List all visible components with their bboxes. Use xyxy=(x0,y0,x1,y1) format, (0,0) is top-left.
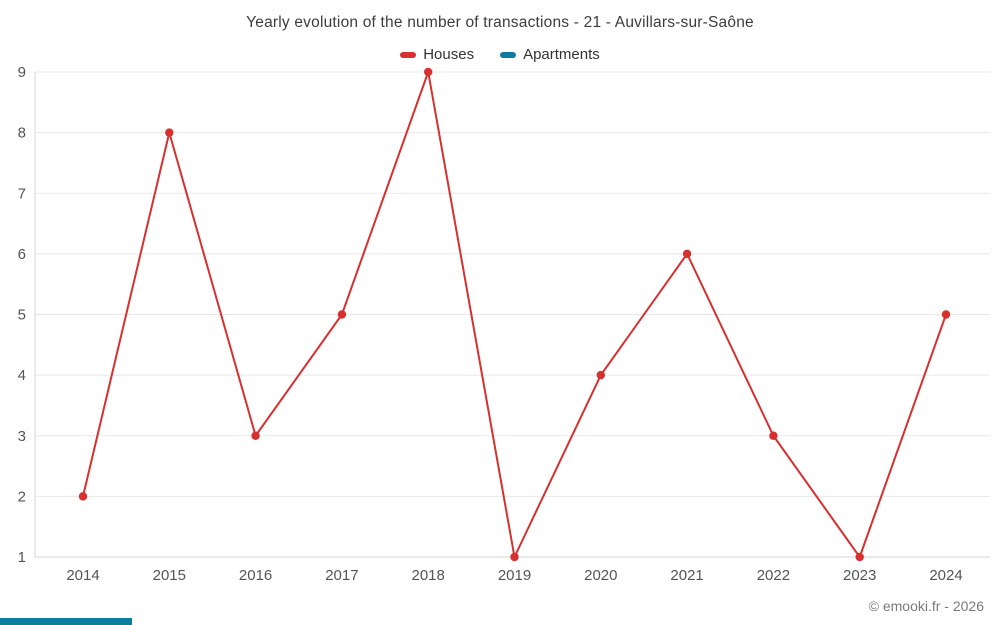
x-tick-label: 2014 xyxy=(66,567,99,584)
x-tick-label: 2022 xyxy=(757,567,790,584)
apartments-swatch-icon xyxy=(500,51,517,58)
legend-item-houses[interactable]: Houses xyxy=(400,46,474,63)
data-point-2019[interactable] xyxy=(510,552,519,562)
y-tick-label: 4 xyxy=(18,367,26,384)
x-tick-label: 2016 xyxy=(239,567,272,584)
data-point-2016[interactable] xyxy=(251,431,260,440)
x-tick-label: 2015 xyxy=(153,567,186,584)
data-point-2018[interactable] xyxy=(424,67,433,77)
y-tick-label: 6 xyxy=(18,246,26,263)
legend-item-apartments[interactable]: Apartments xyxy=(500,46,600,63)
data-point-2015[interactable] xyxy=(165,128,174,137)
y-tick-label: 8 xyxy=(18,125,26,142)
y-tick-label: 2 xyxy=(18,488,26,505)
data-point-2017[interactable] xyxy=(337,310,347,319)
attribution: © emooki.fr - 2026 xyxy=(868,598,984,614)
chart-title: Yearly evolution of the number of transa… xyxy=(246,14,754,31)
x-tick-label: 2020 xyxy=(584,567,617,584)
x-tick-label: 2023 xyxy=(843,567,876,584)
houses-swatch-icon xyxy=(400,51,417,58)
y-tick-label: 7 xyxy=(18,185,26,202)
y-tick-label: 9 xyxy=(18,64,26,81)
x-tick-label: 2024 xyxy=(929,567,962,584)
bottom-accent-bar xyxy=(0,618,132,625)
data-point-2020[interactable] xyxy=(596,370,605,380)
x-tick-label: 2019 xyxy=(498,567,531,584)
legend-label-apartments: Apartments xyxy=(523,46,600,63)
data-point-2024[interactable] xyxy=(941,310,951,319)
y-tick-label: 5 xyxy=(18,307,26,324)
y-tick-label: 1 xyxy=(18,549,26,566)
legend-label-houses: Houses xyxy=(423,46,475,63)
data-point-2021[interactable] xyxy=(682,249,692,259)
data-point-2023[interactable] xyxy=(855,552,864,562)
x-tick-label: 2017 xyxy=(325,567,358,584)
x-tick-label: 2018 xyxy=(412,567,445,584)
x-tick-label: 2021 xyxy=(670,567,703,584)
y-tick-label: 3 xyxy=(18,428,26,445)
chart-legend: Houses Apartments xyxy=(0,46,1000,63)
data-point-2014[interactable] xyxy=(78,492,88,501)
data-point-2022[interactable] xyxy=(769,431,778,440)
